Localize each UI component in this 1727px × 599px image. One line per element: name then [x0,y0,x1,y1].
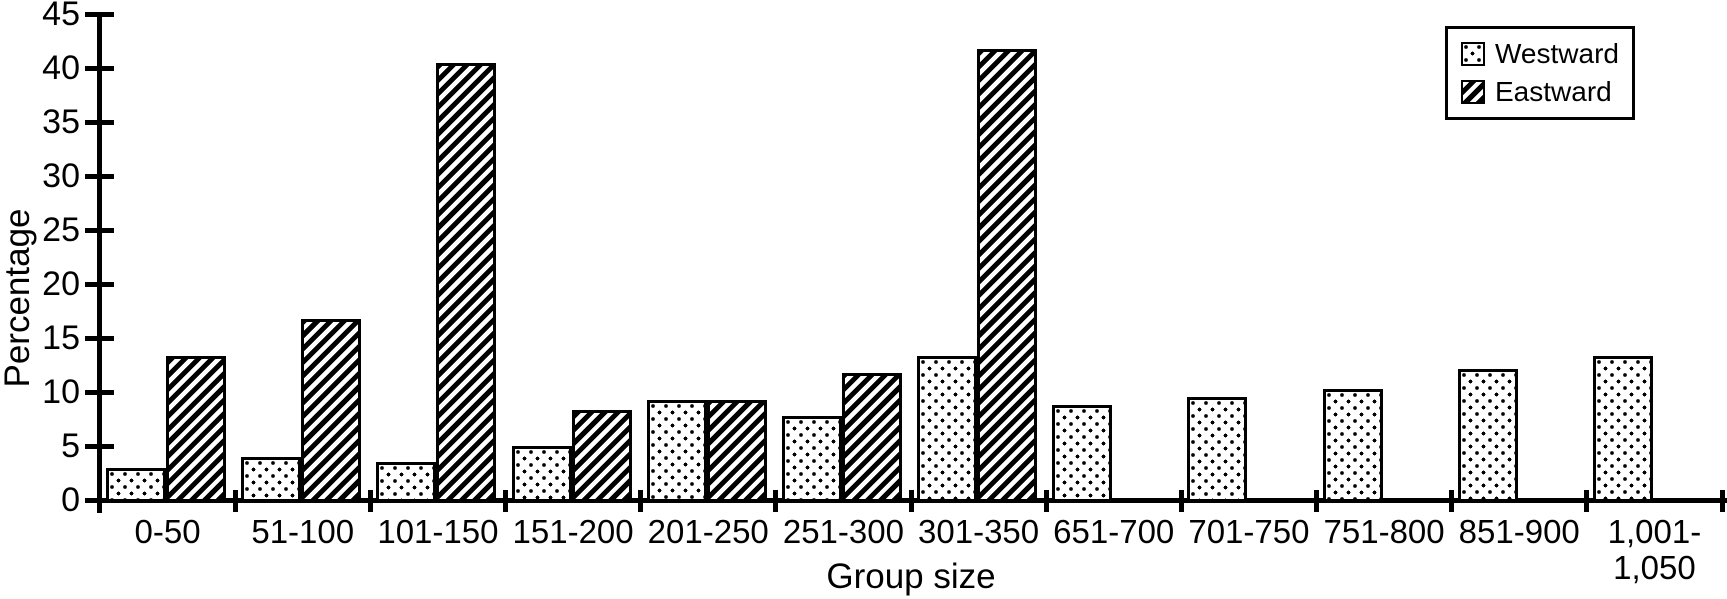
y-tick [85,65,114,71]
y-tick [85,11,114,17]
y-tick-label: 45 [42,0,80,33]
bar-westward-751-800 [1322,388,1383,502]
y-tick [85,227,114,233]
x-category-label: 51-100 [251,513,355,550]
bar-eastward-151-200 [571,410,632,502]
x-category-label: 201-250 [647,513,769,550]
y-tick [85,173,114,179]
y-tick [85,335,114,341]
y-axis-line [97,12,102,513]
y-tick-label: 30 [42,157,80,195]
bar-westward-201-250 [646,399,707,502]
bar-westward-1,001-1,050 [1592,356,1653,502]
x-category-label: 701-750 [1188,513,1310,550]
x-category-label: 151-200 [512,513,634,550]
x-category-label: 0-50 [134,513,201,550]
y-tick [85,443,114,449]
y-tick-label: 35 [42,103,80,141]
y-tick-label: 15 [42,319,80,357]
x-tick [232,490,238,512]
bar-eastward-201-250 [706,399,767,502]
legend-item-westward: Westward [1461,37,1632,69]
x-tick [1043,490,1049,512]
westward-dots-swatch-icon [1461,41,1485,66]
y-tick [85,497,114,503]
x-category-label: 1,001- 1,050 [1607,513,1702,586]
x-category-label: 251-300 [782,513,904,550]
y-tick-label: 20 [42,265,80,303]
bar-westward-701-750 [1187,397,1248,502]
bar-westward-101-150 [376,462,437,502]
x-category-label: 651-700 [1053,513,1175,550]
x-tick [638,490,644,512]
bar-eastward-251-300 [841,372,902,502]
eastward-stripes-swatch-icon [1461,80,1485,105]
x-tick [773,490,779,512]
x-category-label: 851-900 [1458,513,1580,550]
x-tick [1314,490,1319,512]
x-tick [1449,490,1455,512]
legend-item-eastward: Eastward [1461,78,1632,106]
x-category-label: 301-350 [918,513,1040,550]
x-category-label: 101-150 [377,513,499,550]
x-tick [367,490,373,512]
x-tick [1178,490,1184,512]
y-tick-label: 5 [61,427,80,465]
y-tick-label: 0 [61,481,80,519]
legend-label-westward: Westward [1495,37,1619,69]
x-category-label: 751-800 [1323,513,1445,550]
bar-eastward-301-350 [977,48,1037,502]
bar-westward-301-350 [917,356,977,502]
x-tick [1719,490,1725,512]
bar-eastward-0-50 [166,356,226,502]
x-tick [1584,490,1590,512]
bar-eastward-51-100 [301,318,362,502]
y-tick-label: 10 [42,373,80,411]
x-axis-title: Group size [826,557,996,596]
y-tick [85,119,114,125]
y-tick [85,281,114,287]
y-tick [85,389,114,395]
bar-westward-851-900 [1457,369,1518,502]
x-tick [503,490,508,512]
legend-label-eastward: Eastward [1495,76,1612,108]
bar-westward-651-700 [1052,404,1113,502]
bar-westward-51-100 [241,456,302,502]
bar-westward-251-300 [781,415,842,502]
bar-westward-0-50 [106,467,166,502]
y-tick-label: 40 [42,49,80,87]
bar-westward-151-200 [511,446,572,502]
bar-eastward-101-150 [436,62,497,502]
legend: Westward Eastward [1445,26,1635,120]
y-tick-label: 25 [42,211,80,249]
x-tick [908,490,914,512]
